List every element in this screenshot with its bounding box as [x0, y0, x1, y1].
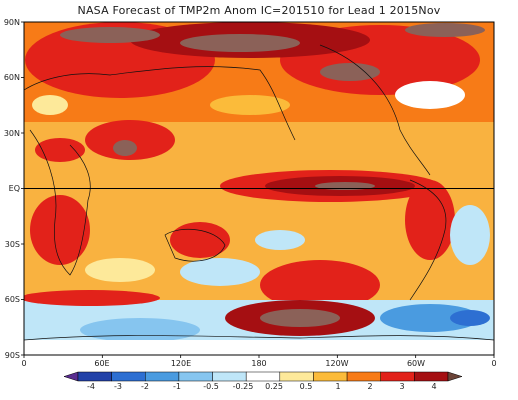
y-axis-label: EQ — [9, 184, 20, 193]
anomaly-region — [180, 258, 260, 286]
anomaly-region — [210, 95, 290, 115]
anomaly-region — [32, 95, 68, 115]
y-axis-label: 90N — [4, 18, 20, 27]
coastline-north-america — [319, 44, 431, 176]
colorbar-swatch — [77, 371, 112, 382]
x-axis-label: 120E — [171, 359, 191, 368]
colorbar-swatch — [245, 371, 281, 382]
anomaly-region — [170, 222, 230, 258]
anomaly-region — [85, 120, 175, 160]
colorbar-swatch — [178, 371, 213, 382]
anomaly-region — [24, 290, 160, 306]
anomaly-region — [85, 258, 155, 282]
x-axis-label: 60W — [407, 359, 425, 368]
anomaly-region — [395, 81, 465, 109]
anomaly-region — [450, 310, 490, 326]
coastline-australia — [164, 229, 226, 262]
anomaly-region — [260, 309, 340, 327]
colorbar-swatch — [212, 371, 247, 382]
colorbar-high-arrow — [447, 371, 463, 382]
colorbar-label: -2 — [141, 382, 149, 391]
x-axis-label: 120W — [325, 359, 348, 368]
anomaly-region — [180, 34, 300, 52]
anomaly-region — [405, 23, 485, 37]
colorbar-swatch — [111, 371, 146, 382]
coastline-south-america — [409, 179, 447, 301]
axis-ticks — [21, 21, 495, 358]
colorbar-label: -0.25 — [233, 382, 254, 391]
colorbar-swatch — [414, 371, 449, 382]
anomaly-region — [60, 27, 160, 43]
anomaly-region — [450, 205, 490, 265]
anomaly-region — [255, 230, 305, 250]
colorbar-label: 3 — [399, 382, 404, 391]
coastline-eurasia — [24, 66, 296, 141]
colorbar-labels: -4 -3 -2 -1 -0.5 -0.25 0.25 0.5 1 2 3 4 — [87, 382, 437, 391]
anomaly-region — [80, 318, 200, 342]
anomaly-region — [113, 140, 137, 156]
anomaly-region — [260, 260, 380, 310]
colorbar-swatch — [313, 371, 348, 382]
coastline-africa — [29, 129, 91, 276]
colorbar-label: 2 — [367, 382, 372, 391]
anomaly-region — [30, 195, 90, 265]
anomaly-region — [380, 304, 480, 332]
colorbar — [63, 371, 463, 382]
anomaly-region — [24, 340, 494, 355]
x-axis-label: 0 — [21, 359, 26, 368]
colorbar-label: -3 — [114, 382, 122, 391]
colorbar-label: 1 — [335, 382, 340, 391]
y-axis-label: 30S — [5, 240, 20, 249]
anomaly-region — [320, 63, 380, 81]
colorbar-label: -0.5 — [203, 382, 219, 391]
y-axis-label: 60N — [4, 73, 20, 82]
coastlines — [24, 44, 494, 341]
colorbar-swatch — [279, 371, 314, 382]
colorbar-low-arrow — [63, 371, 79, 382]
colorbar-swatch — [380, 371, 415, 382]
colorbar-label: -1 — [173, 382, 181, 391]
colorbar-label: 4 — [431, 382, 436, 391]
x-axis-label: 0 — [491, 359, 496, 368]
colorbar-label: -4 — [87, 382, 95, 391]
map-title: NASA Forecast of TMP2m Anom IC=201510 fo… — [77, 4, 441, 17]
y-axis-label: 30N — [4, 129, 20, 138]
x-axis-label: 180 — [251, 359, 266, 368]
anomaly-region — [405, 180, 455, 260]
anomaly-region — [35, 138, 85, 162]
colorbar-label: 0.25 — [265, 382, 283, 391]
x-axis-label: 60E — [94, 359, 109, 368]
colorbar-swatch — [346, 371, 381, 382]
colorbar-label: 0.5 — [300, 382, 313, 391]
coastline-antarctica — [24, 335, 494, 341]
colorbar-swatch — [145, 371, 180, 382]
y-axis-label: 90S — [5, 351, 20, 360]
y-axis-label: 60S — [5, 295, 20, 304]
